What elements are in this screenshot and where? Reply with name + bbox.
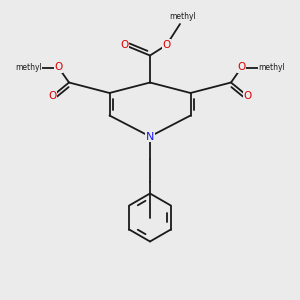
Text: O: O: [162, 40, 171, 50]
Text: O: O: [54, 62, 63, 73]
Text: methyl: methyl: [258, 63, 285, 72]
Text: O: O: [237, 62, 246, 73]
Text: N: N: [146, 131, 154, 142]
Text: O: O: [48, 91, 57, 101]
Text: O: O: [120, 40, 129, 50]
Text: methyl: methyl: [169, 12, 196, 21]
Text: methyl: methyl: [15, 63, 42, 72]
Text: O: O: [243, 91, 252, 101]
